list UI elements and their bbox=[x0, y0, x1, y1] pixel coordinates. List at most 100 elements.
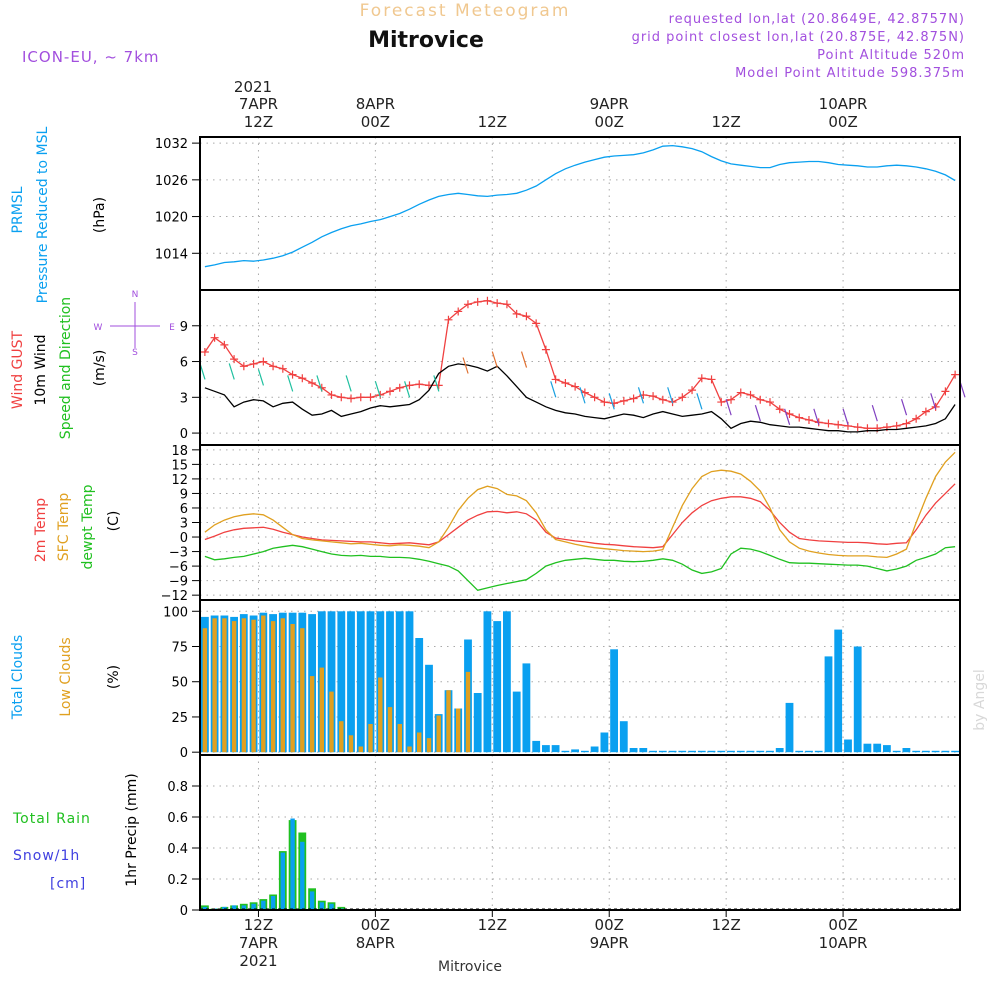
clouds-bar-total-clouds bbox=[639, 748, 648, 753]
temperature-ytick-label: −3 bbox=[169, 546, 188, 561]
wind-gust-point bbox=[921, 407, 930, 416]
precip-bar-snow-1h bbox=[280, 852, 285, 910]
wind-gust-point bbox=[795, 413, 804, 422]
clouds-bar-low-clouds bbox=[222, 618, 227, 753]
wind-direction-arrow bbox=[228, 363, 235, 380]
temperature-ytick-label: 0 bbox=[180, 531, 188, 546]
compass-s: S bbox=[132, 348, 138, 358]
model-altitude: Model Point Altitude 598.375m bbox=[735, 66, 965, 81]
cloud-labels: Total Clouds Low Clouds (%) bbox=[10, 635, 122, 720]
top-tick-hour: 00Z bbox=[595, 113, 624, 131]
wind-direction-arrow bbox=[608, 393, 615, 410]
wind-gust-point bbox=[493, 299, 502, 308]
clouds-ytick-label: 25 bbox=[171, 711, 188, 726]
precip-ytick-label: 0.4 bbox=[167, 842, 188, 857]
top-tick-date: 8APR bbox=[356, 95, 395, 113]
clouds-bar-total-clouds bbox=[425, 664, 433, 753]
wind-gust-point bbox=[951, 370, 960, 379]
clouds-bar-total-clouds bbox=[717, 750, 726, 753]
bottom-tick-hour: 12Z bbox=[711, 916, 740, 934]
wind-direction-arrow bbox=[491, 351, 498, 368]
wind-gust-point bbox=[259, 357, 268, 366]
temperature-ytick-label: 18 bbox=[171, 444, 188, 459]
wind-direction-arrow bbox=[842, 408, 849, 425]
clouds-bar-total-clouds bbox=[473, 693, 482, 753]
top-tick-hour: 00Z bbox=[828, 113, 857, 131]
clouds-bar-total-clouds bbox=[366, 611, 375, 753]
precip-bar-total-rain bbox=[337, 906, 346, 910]
wind-labels: Wind GUST 10m Wind Speed and Direction (… bbox=[10, 290, 175, 439]
wind-direction-arrow bbox=[287, 375, 294, 392]
wind-label-gust: Wind GUST bbox=[10, 330, 26, 409]
precip-bar-snow-1h bbox=[329, 903, 334, 910]
clouds-bar-total-clouds bbox=[668, 750, 677, 753]
clouds-bar-low-clouds bbox=[426, 738, 432, 753]
temp-labels: 2m Temp SFC Temp dewpt Temp (C) bbox=[33, 484, 122, 569]
bottom-tick-date: 10APR bbox=[819, 934, 868, 952]
wind-gust-point bbox=[444, 315, 453, 324]
clouds-bar-total-clouds bbox=[727, 750, 735, 753]
clouds-bar-total-clouds bbox=[405, 611, 414, 753]
wind-direction-arrow bbox=[930, 393, 937, 410]
top-year-label: 2021 bbox=[234, 78, 272, 96]
clouds-bar-total-clouds bbox=[863, 743, 872, 753]
credit-watermark: by Angel bbox=[972, 669, 988, 730]
wind-gust-point bbox=[571, 382, 580, 391]
pressure-ytick-label: 1014 bbox=[155, 247, 188, 262]
clouds-bar-total-clouds bbox=[649, 750, 657, 753]
clouds-bar-low-clouds bbox=[378, 677, 383, 753]
clouds-bar-total-clouds bbox=[483, 611, 492, 753]
pressure-ytick-label: 1020 bbox=[155, 211, 188, 226]
requested-lonlat: requested lon,lat (20.8649E, 42.8757N) bbox=[669, 12, 965, 27]
pressure-label-msl: Pressure Reduced to MSL bbox=[35, 126, 51, 303]
wind-gust-point bbox=[454, 307, 463, 316]
clouds-bar-low-clouds bbox=[397, 724, 402, 753]
wind-gust-point bbox=[736, 388, 745, 397]
wind-label-10m: 10m Wind bbox=[33, 334, 49, 405]
clouds-bar-total-clouds bbox=[873, 743, 882, 753]
wind-gust-point bbox=[727, 395, 736, 404]
precip-bar-snow-1h bbox=[270, 896, 276, 910]
clouds-bar-total-clouds bbox=[951, 750, 959, 753]
clouds-bar-total-clouds bbox=[736, 750, 745, 753]
pressure-ytick-label: 1032 bbox=[155, 137, 188, 152]
clouds-bar-total-clouds bbox=[834, 629, 843, 753]
wind-gust-point bbox=[912, 414, 921, 423]
wind-label-dir: Speed and Direction bbox=[58, 297, 74, 439]
bottom-tick-hour: 00Z bbox=[828, 916, 857, 934]
bottom-tick-date: 7APR bbox=[239, 934, 278, 952]
clouds-bar-low-clouds bbox=[212, 618, 217, 753]
clouds-bar-total-clouds bbox=[600, 732, 609, 753]
temp-unit: (C) bbox=[106, 511, 122, 532]
clouds-bar-low-clouds bbox=[319, 667, 324, 753]
clouds-bar-total-clouds bbox=[922, 750, 930, 753]
clouds-ytick-label: 0 bbox=[180, 746, 188, 761]
wind-gust-point bbox=[746, 390, 755, 399]
temperature-line-2m-temp bbox=[204, 483, 956, 549]
wind-gust-point bbox=[697, 374, 706, 383]
compass-n: N bbox=[132, 290, 139, 300]
bottom-tick-hour: 12Z bbox=[244, 916, 273, 934]
wind-gust-point bbox=[629, 394, 638, 403]
clouds-panel: 0 25 50 75 100 bbox=[163, 599, 961, 761]
wind-direction-arrow bbox=[316, 375, 323, 392]
wind-gust-point bbox=[561, 379, 570, 387]
clouds-bar-total-clouds bbox=[746, 750, 755, 753]
clouds-bar-low-clouds bbox=[387, 707, 393, 753]
top-tick-date: 10APR bbox=[819, 95, 868, 113]
clouds-bar-total-clouds bbox=[532, 740, 541, 753]
clouds-bar-total-clouds bbox=[512, 691, 521, 753]
precip-bar-snow-1h bbox=[319, 902, 324, 911]
clouds-bar-total-clouds bbox=[581, 750, 589, 753]
temperature-line-sfc-temp bbox=[204, 451, 956, 559]
wind-gust-point bbox=[688, 386, 697, 395]
clouds-bar-low-clouds bbox=[436, 715, 441, 753]
wind-ytick-label: 0 bbox=[180, 427, 188, 442]
precip-panel: 0 0.2 0.4 0.6 0.8 bbox=[167, 754, 961, 919]
temp-label-sfc: SFC Temp bbox=[56, 493, 72, 562]
wind-gust-point bbox=[522, 312, 531, 321]
